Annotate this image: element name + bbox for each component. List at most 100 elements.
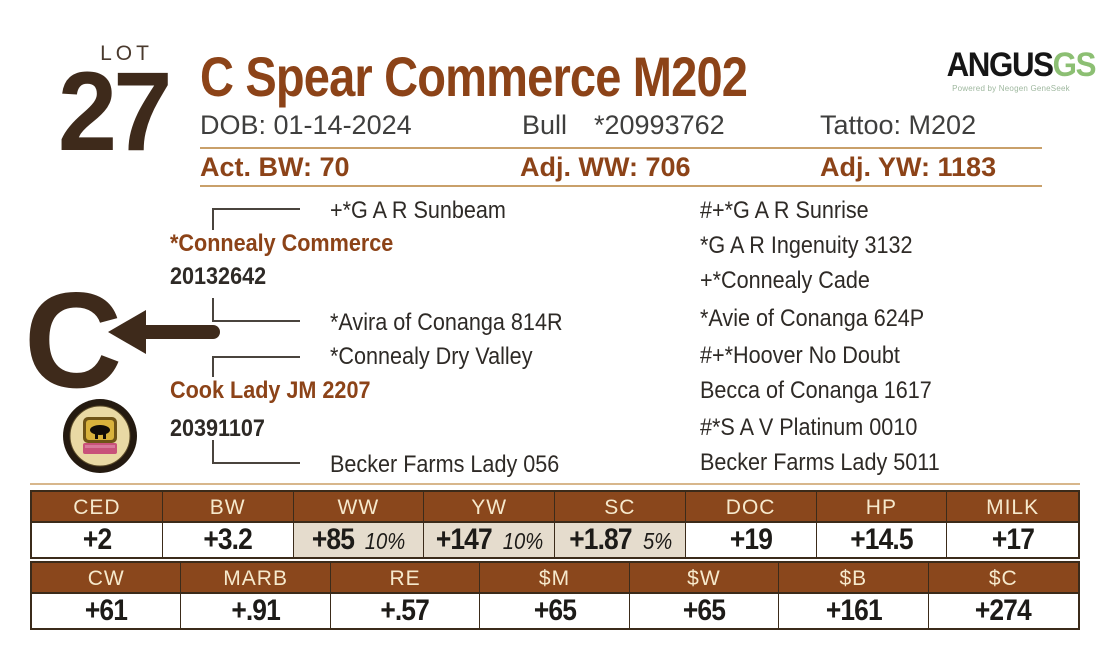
epd-percentile: 10% [364,528,406,554]
epd-number: +19 [729,523,773,556]
gs-logo-text: GS [1052,46,1097,84]
epd-number: +17 [991,523,1035,556]
epd-table-row2: CW MARB RE $M $W $B $C +61 +.91 +.57 +65… [30,561,1080,630]
epd-value-ced: +2 [32,523,163,557]
epd-header-dollar-c: $C [928,563,1078,594]
epd-number: +85 [311,523,355,556]
epd-number: +161 [825,594,882,627]
pedigree-sire-registration: 20132642 [170,263,267,290]
epd-header-dollar-b: $B [779,563,929,594]
epd-number: +2 [82,523,112,556]
epd-number: +274 [975,594,1032,627]
epd-header-bw: BW [162,492,294,523]
epd-value-hp: +14.5 [816,523,948,557]
epd-number: +.91 [231,594,280,627]
epd-percentile: 10% [503,528,544,554]
epd-value-re: +.57 [330,594,481,628]
epd-number: +.57 [380,594,430,627]
logo-tagline: Powered by Neogen GeneSeek [952,84,1070,93]
animal-info-row: DOB: 01-14-2024 Bull *20993762 Tattoo: M… [200,110,1040,144]
divider-line [30,483,1080,485]
epd-header-sc: SC [555,492,686,523]
pedigree-dam-name: Cook Lady JM 2207 [170,377,371,404]
pedigree-dam-registration: 20391107 [170,415,265,442]
epd-header-milk: MILK [947,492,1078,523]
brand-letter-c: C [24,264,123,416]
spear-arrow-icon [108,306,223,363]
epd-number: +3.2 [203,523,252,556]
epd-header-cw: CW [32,563,182,594]
epd-header-yw: YW [424,492,555,523]
epd-value-bw: +3.2 [162,523,294,557]
dob-value: DOB: 01-14-2024 [200,110,412,140]
pedigree-great-grandparent: Becca of Conanga 1617 [700,377,932,404]
epd-value-cw: +61 [32,594,182,628]
epd-value-ww: +85 10% [293,523,425,557]
epd-value-yw: +147 10% [424,523,555,557]
pedigree-great-grandparent: *G A R Ingenuity 3132 [700,232,913,259]
association-seal-icon [61,397,139,480]
pedigree-dam-of-sire: *Avira of Conanga 814R [330,309,563,336]
lot-label: LOT [100,42,153,65]
actual-birth-weight: Act. BW: 70 [200,152,350,182]
pedigree-sire-of-dam: *Connealy Dry Valley [330,343,533,370]
epd-table-row1: CED BW WW YW SC DOC HP MILK +2 +3.2 +85 1… [30,490,1080,559]
epd-number: +1.87 [569,523,633,556]
sex-value: Bull [522,110,568,140]
pedigree-great-grandparent: +*Connealy Cade [700,267,870,294]
adjusted-weaning-weight: Adj. WW: 706 [520,152,691,182]
epd-number: +147 [435,523,493,556]
epd-value-dollar-w: +65 [629,594,780,628]
pedigree-great-grandparent: #*S A V Platinum 0010 [700,414,918,441]
epd-header-ced: CED [32,492,163,523]
pedigree-bracket [212,208,300,230]
pedigree-great-grandparent: #+*Hoover No Doubt [700,342,900,369]
pedigree-bracket [212,356,300,377]
epd-header-row: CED BW WW YW SC DOC HP MILK [32,492,1078,523]
epd-value-dollar-b: +161 [779,594,929,628]
epd-value-sc: +1.87 5% [555,523,686,557]
epd-value-dollar-m: +65 [480,594,630,628]
pedigree-great-grandparent: Becker Farms Lady 5011 [700,449,940,476]
epd-value-milk: +17 [947,523,1078,557]
epd-number: +61 [85,594,128,627]
epd-header-ww: WW [293,492,425,523]
pedigree-great-grandparent: *Avie of Conanga 624P [700,305,925,332]
epd-value-row: +2 +3.2 +85 10% +147 10% +1.87 5% +19 +14.5… [32,523,1078,557]
pedigree-sire-name: *Connealy Commerce [170,230,394,257]
weight-stats-row: Act. BW: 70 Adj. WW: 706 Adj. YW: 1183 [200,152,1040,184]
epd-percentile: 5% [643,528,673,554]
angus-logo-text: ANGUS [946,46,1054,84]
epd-value-row: +61 +.91 +.57 +65 +65 +161 +274 [32,594,1078,628]
epd-number: +65 [533,594,576,627]
pedigree-bracket [212,440,300,464]
pedigree-tree: +*G A R Sunbeam *Connealy Commerce 20132… [170,197,940,478]
divider-line [200,185,1042,187]
adjusted-yearling-weight: Adj. YW: 1183 [820,152,997,182]
epd-header-dollar-m: $M [480,563,630,594]
divider-line [200,147,1042,149]
tattoo-value: Tattoo: M202 [820,110,977,140]
angus-gs-logo: ANGUSGS Powered by Neogen GeneSeek [941,46,1097,93]
epd-number: +14.5 [850,523,913,556]
registration-number: *20993762 [594,110,725,140]
epd-header-doc: DOC [685,492,817,523]
epd-value-dollar-c: +274 [928,594,1078,628]
epd-header-dollar-w: $W [629,563,780,594]
epd-header-re: RE [330,563,481,594]
epd-header-marb: MARB [181,563,331,594]
lot-number: 27 [57,49,173,174]
pedigree-great-grandparent: #+*G A R Sunrise [700,197,869,224]
pedigree-dam-of-dam: Becker Farms Lady 056 [330,451,560,478]
epd-value-doc: +19 [685,523,817,557]
epd-value-marb: +.91 [181,594,331,628]
epd-header-hp: HP [816,492,948,523]
epd-header-row: CW MARB RE $M $W $B $C [32,563,1078,594]
lot-block: LOT 27 [55,42,173,174]
angus-gs-wordmark: ANGUSGS [946,46,1097,84]
animal-name-title: C Spear Commerce M202 [200,45,748,108]
epd-number: +65 [682,594,726,627]
pedigree-bracket [212,298,300,322]
pedigree-sire-of-sire: +*G A R Sunbeam [330,197,506,224]
